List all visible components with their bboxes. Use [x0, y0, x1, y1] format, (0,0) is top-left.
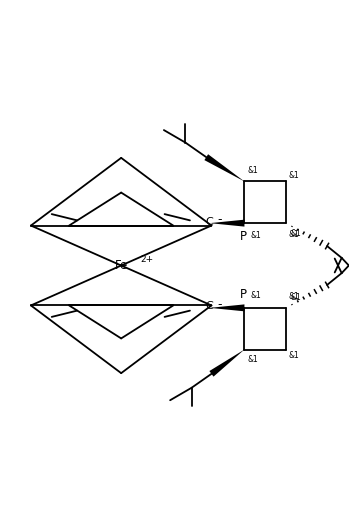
Text: C: C [206, 217, 214, 227]
Text: &1: &1 [248, 355, 259, 364]
Text: -: - [217, 298, 222, 311]
Text: &1: &1 [290, 293, 301, 302]
Polygon shape [210, 304, 244, 311]
Text: &1: &1 [288, 292, 299, 301]
Text: 2+: 2+ [140, 255, 153, 264]
Text: &1: &1 [288, 351, 299, 360]
Text: C: C [206, 302, 214, 312]
Polygon shape [204, 154, 244, 182]
Text: Fe: Fe [114, 259, 128, 272]
Polygon shape [209, 349, 244, 376]
Text: &1: &1 [290, 229, 301, 238]
Text: &1: &1 [288, 230, 299, 239]
Polygon shape [210, 220, 244, 227]
Text: &1: &1 [251, 231, 261, 240]
Text: &1: &1 [248, 166, 259, 175]
Text: P: P [240, 230, 247, 243]
Text: &1: &1 [251, 291, 261, 300]
Text: -: - [217, 213, 222, 226]
Text: &1: &1 [288, 171, 299, 180]
Text: P: P [240, 288, 247, 301]
